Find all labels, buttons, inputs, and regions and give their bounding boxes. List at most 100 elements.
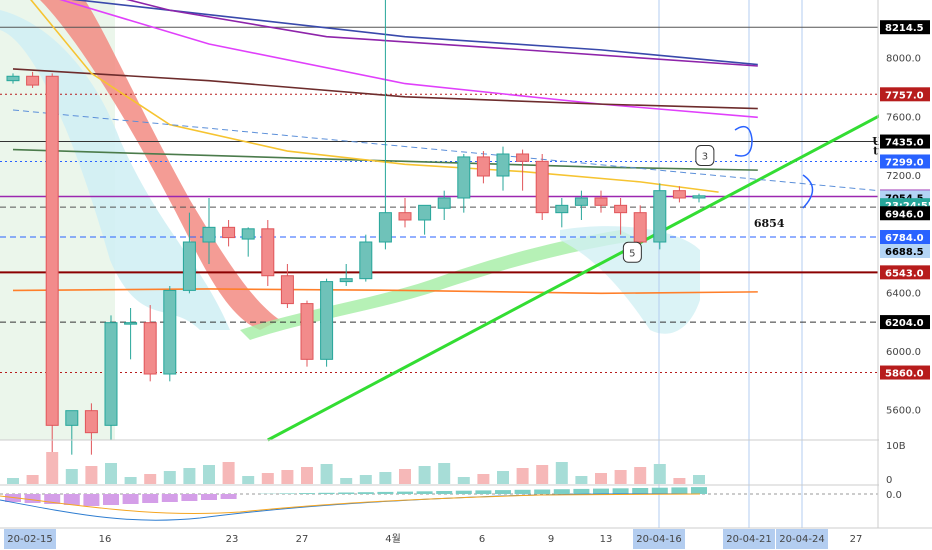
candle-body[interactable] bbox=[241, 228, 255, 240]
candle-body[interactable] bbox=[339, 278, 353, 283]
x-tick-label: 16 bbox=[99, 534, 112, 545]
volume-bar bbox=[379, 472, 392, 484]
turning-point-bracket bbox=[802, 174, 814, 209]
candle-body[interactable] bbox=[202, 226, 216, 243]
price-tag bbox=[880, 206, 930, 221]
oscillator-bar bbox=[416, 491, 433, 494]
oscillator-bar bbox=[161, 494, 178, 502]
oscillator-bar bbox=[279, 493, 296, 494]
candle-body[interactable] bbox=[222, 226, 236, 239]
volume-bar bbox=[477, 474, 490, 484]
volume-bar bbox=[144, 474, 157, 484]
volume-bar bbox=[457, 477, 470, 484]
oscillator-bar bbox=[83, 494, 100, 506]
candle-body[interactable] bbox=[398, 212, 412, 221]
y-tick-label: 8000.0 bbox=[886, 54, 921, 65]
candle-body[interactable] bbox=[594, 197, 608, 206]
volume-axis-zero-label: 0 bbox=[886, 475, 892, 486]
price-tag-label: 6946.0 bbox=[885, 209, 924, 220]
candle-body[interactable] bbox=[104, 322, 118, 426]
candle-body[interactable] bbox=[143, 322, 157, 375]
candle-body[interactable] bbox=[535, 160, 549, 214]
moving-average-line bbox=[12, 288, 758, 295]
candle-body[interactable] bbox=[476, 156, 490, 177]
oscillator-bar bbox=[651, 487, 668, 494]
oscillator-bar bbox=[573, 488, 590, 494]
candle-body[interactable] bbox=[496, 153, 510, 177]
volume-bar bbox=[261, 473, 274, 484]
candle-body[interactable] bbox=[84, 410, 98, 434]
oscillator-bar bbox=[44, 494, 61, 504]
price-tag-label: 6688.5 bbox=[885, 247, 924, 258]
date-highlight bbox=[633, 529, 685, 549]
candle-body[interactable] bbox=[320, 281, 334, 360]
volume-bar bbox=[203, 465, 215, 484]
candle-body[interactable] bbox=[516, 153, 530, 162]
volume-bar bbox=[163, 471, 176, 484]
candle-body[interactable] bbox=[26, 75, 40, 86]
turning-point-bracket bbox=[734, 125, 753, 157]
candle-body[interactable] bbox=[574, 197, 588, 206]
candle-body[interactable] bbox=[124, 322, 138, 325]
green-ribbon bbox=[240, 230, 640, 340]
trend-line bbox=[267, 86, 932, 442]
grid-layer bbox=[658, 0, 803, 530]
price-tag bbox=[880, 134, 930, 149]
volume-bar bbox=[634, 467, 647, 484]
candle-body[interactable] bbox=[280, 275, 294, 305]
volume-bar bbox=[555, 462, 568, 484]
candle-body[interactable] bbox=[359, 241, 373, 280]
volume-bar bbox=[320, 464, 333, 484]
volume-bar bbox=[438, 463, 451, 484]
oscillator-bar bbox=[318, 492, 335, 494]
candle-body[interactable] bbox=[45, 75, 59, 426]
cloud-band-lower bbox=[560, 226, 700, 334]
candle-body[interactable] bbox=[457, 156, 471, 199]
oscillator-bar bbox=[63, 494, 80, 505]
volume-axis-top-label: 10B bbox=[886, 441, 906, 452]
candle-body[interactable] bbox=[692, 195, 706, 199]
x-tick-label: 20-04-24 bbox=[779, 534, 824, 545]
candle-body[interactable] bbox=[614, 204, 628, 214]
volume-bar bbox=[653, 464, 666, 484]
candle-body[interactable] bbox=[6, 75, 20, 82]
candle-body[interactable] bbox=[65, 410, 79, 426]
price-tag-label: 6543.0 bbox=[885, 268, 924, 279]
oscillator-bar bbox=[475, 490, 492, 494]
x-tick-label: 20-04-16 bbox=[636, 534, 681, 545]
oscillator-axis-label: 0.0 bbox=[886, 490, 902, 501]
moving-average-line bbox=[125, 0, 758, 67]
oscillator-bar bbox=[553, 489, 570, 494]
candle-body[interactable] bbox=[653, 190, 667, 243]
candle-body[interactable] bbox=[378, 212, 392, 243]
moving-average-line bbox=[71, 0, 758, 66]
volume-bar bbox=[359, 475, 372, 484]
candle-body[interactable] bbox=[300, 303, 314, 360]
candle-body[interactable] bbox=[633, 212, 647, 243]
moving-average-line bbox=[59, 0, 758, 119]
volume-bar bbox=[65, 469, 78, 484]
candle-body[interactable] bbox=[261, 228, 275, 277]
y-tick-label: 7200.0 bbox=[886, 171, 921, 182]
candle-body[interactable] bbox=[555, 204, 569, 214]
price-tag-label: 6204.0 bbox=[885, 318, 924, 329]
x-tick-label: 27 bbox=[850, 534, 863, 545]
annotation-text: 6854 bbox=[754, 217, 785, 230]
volume-bar bbox=[301, 467, 313, 484]
candle-body[interactable] bbox=[418, 204, 432, 221]
candle-body[interactable] bbox=[437, 197, 451, 209]
volume-bar bbox=[497, 471, 509, 484]
price-tag-label: 7757.0 bbox=[885, 90, 924, 101]
x-tick-label: 27 bbox=[296, 534, 309, 545]
candle-body[interactable] bbox=[672, 190, 686, 199]
oscillator-bar bbox=[514, 489, 531, 494]
oscillator-bar bbox=[24, 494, 41, 503]
oscillator-bar bbox=[593, 488, 609, 494]
candle-body[interactable] bbox=[163, 289, 177, 375]
moving-average-line bbox=[30, 0, 719, 193]
x-tick-label: 20-04-21 bbox=[726, 534, 771, 545]
candle-body[interactable] bbox=[182, 241, 196, 291]
price-tag bbox=[880, 20, 930, 35]
volume-bar bbox=[242, 476, 255, 484]
